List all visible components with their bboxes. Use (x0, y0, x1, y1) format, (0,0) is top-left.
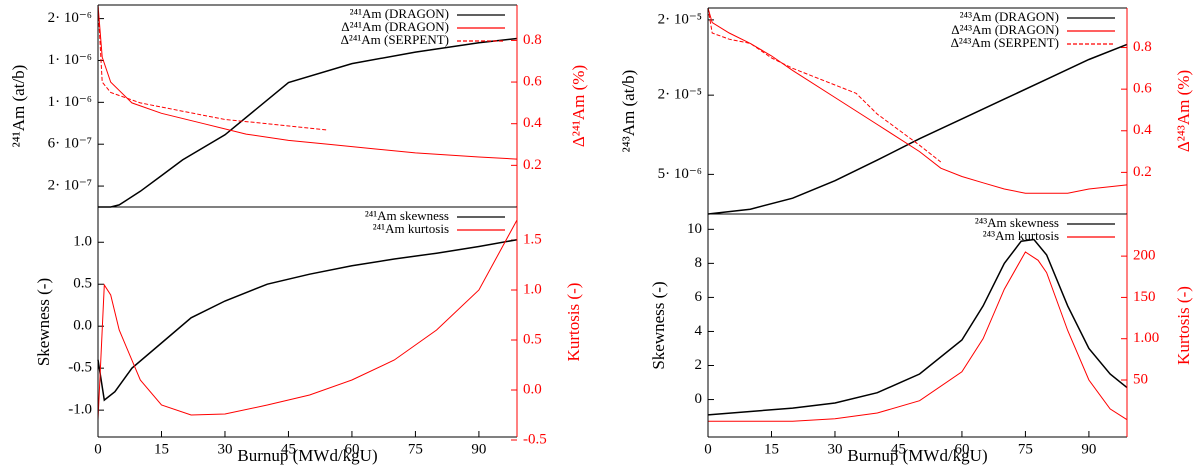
series-line (707, 7, 1128, 194)
x-tick-label: 90 (1081, 441, 1096, 457)
x-tick-label: 0 (94, 441, 102, 457)
y-tick-label: 2 (695, 357, 703, 373)
series-line (707, 238, 1128, 416)
x-tick-label: 15 (154, 441, 169, 457)
x-tick-label: 45 (281, 441, 296, 457)
x-tick-label: 90 (471, 441, 486, 457)
y-tick-label: 0.0 (73, 318, 92, 334)
y-tick-label: 4 (695, 323, 703, 339)
y2-tick-label: 0.2 (523, 157, 542, 173)
y-tick-label: 1· 10⁻⁶ (48, 52, 92, 68)
y2-tick-label: 0.5 (523, 331, 542, 347)
series-line (708, 251, 1128, 422)
y2-tick-label: 0.2 (1133, 164, 1152, 180)
x-tick-label: 75 (1018, 441, 1033, 457)
legend-label: Δ²⁴³Am (DRAGON) (951, 22, 1059, 37)
y-tick-label: 8 (695, 255, 703, 271)
legend-label: ²⁴¹Am (DRAGON) (350, 6, 449, 21)
x-axis-label: Burnup (MWd/kgU) (847, 446, 987, 465)
x-tick-label: 75 (408, 441, 423, 457)
y-tick-label: -1.0 (68, 402, 92, 418)
y-tick-label: 6· 10⁻⁷ (48, 136, 92, 152)
y2-tick-label: 0.4 (1133, 122, 1152, 138)
y2-tick-label: 0.0 (523, 381, 542, 397)
y2-tick-label: 0.8 (523, 32, 542, 48)
y-tick-label: 0.5 (73, 276, 92, 292)
legend-label: Δ²⁴³Am (SERPENT) (951, 35, 1059, 50)
legend-label: Δ²⁴¹Am (DRAGON) (341, 19, 449, 34)
series-line (707, 7, 942, 163)
y-tick-label: 6 (695, 289, 703, 305)
y2-tick-label: 1.00 (1133, 330, 1159, 346)
series-line (97, 4, 518, 160)
y-tick-label: 1· 10⁻⁶ (48, 94, 92, 110)
y-tick-label: -0.5 (68, 360, 92, 376)
y-axis-label: ²⁴³Am (at/b) (619, 70, 638, 153)
y2-tick-label: 1.5 (523, 231, 542, 247)
y-axis-label: Skewness (-) (649, 281, 668, 369)
legend-label: ²⁴³Am kurtosis (983, 228, 1059, 243)
y2-axis-label: Kurtosis (-) (564, 283, 583, 362)
y-tick-label: 0 (695, 391, 703, 407)
y2-tick-label: 0.4 (523, 115, 542, 131)
y2-tick-label: 150 (1133, 289, 1156, 305)
x-tick-label: 15 (764, 441, 779, 457)
y-axis-label: ²⁴¹Am (at/b) (9, 65, 28, 148)
y-tick-label: 2· 10⁻⁵ (658, 11, 702, 27)
legend-label: Δ²⁴¹Am (SERPENT) (341, 32, 449, 47)
legend-label: ²⁴³Am (DRAGON) (960, 9, 1059, 24)
x-tick-label: 60 (344, 441, 359, 457)
y-tick-label: 5· 10⁻⁶ (658, 166, 702, 182)
x-tick-label: 0 (704, 441, 712, 457)
y2-tick-label: 0.6 (523, 73, 542, 89)
y-tick-label: 10 (687, 221, 702, 237)
series-line (97, 219, 518, 421)
y2-axis-label: Kurtosis (-) (1174, 286, 1193, 365)
y2-tick-label: -0.5 (523, 431, 547, 447)
y2-tick-label: 200 (1133, 248, 1156, 264)
y2-tick-label: 0.6 (1133, 81, 1152, 97)
y2-axis-label: Δ²⁴³Am (%) (1174, 70, 1193, 152)
y-tick-label: 2· 10⁻⁶ (48, 10, 92, 26)
series-line (97, 4, 327, 131)
series-line (97, 238, 518, 402)
y-tick-label: 2· 10⁻⁵ (658, 87, 702, 103)
x-axis-label: Burnup (MWd/kgU) (237, 446, 377, 465)
y-tick-label: 1.0 (73, 234, 92, 250)
series-line (98, 37, 518, 208)
series-line (707, 43, 1128, 215)
x-tick-label: 45 (891, 441, 906, 457)
legend-label: ²⁴¹Am kurtosis (373, 221, 449, 236)
legend-label: ²⁴¹Am skewness (365, 208, 449, 223)
y2-tick-label: 1.0 (523, 281, 542, 297)
legend-label: ²⁴³Am skewness (975, 215, 1059, 230)
y2-axis-label: Δ²⁴¹Am (%) (569, 65, 588, 147)
y-axis-label: Skewness (-) (34, 278, 53, 366)
x-tick-label: 30 (827, 441, 842, 457)
y2-tick-label: 0.8 (1133, 39, 1152, 55)
x-tick-label: 60 (954, 441, 969, 457)
y2-tick-label: 50 (1133, 371, 1148, 387)
y-tick-label: 2· 10⁻⁷ (48, 178, 92, 194)
x-tick-label: 30 (217, 441, 232, 457)
